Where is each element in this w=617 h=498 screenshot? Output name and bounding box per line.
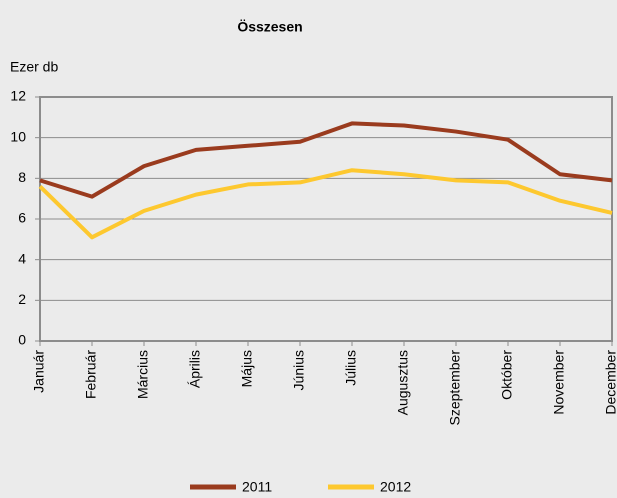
x-tick-label: Január: [31, 350, 47, 393]
legend-label: 2012: [380, 479, 411, 495]
y-tick-label: 4: [18, 250, 26, 266]
x-tick-label: Május: [239, 350, 255, 387]
y-tick-label: 12: [10, 88, 26, 104]
line-series: [38, 168, 613, 240]
plot-border: [39, 96, 613, 342]
x-tick-label: Március: [135, 350, 151, 399]
y-tick-label: 0: [18, 332, 26, 348]
y-tick-label: 8: [18, 169, 26, 185]
x-tick-label: Október: [499, 350, 515, 400]
y-tick-label: 10: [10, 128, 26, 144]
x-tick-label: November: [551, 350, 567, 415]
legend-label: 2011: [242, 479, 272, 495]
line-series: [39, 121, 613, 199]
x-tick-label: Február: [83, 350, 99, 399]
x-tick-label: December: [603, 350, 617, 415]
x-tick-label: Július: [343, 350, 359, 386]
y-tick-label: 6: [18, 210, 26, 226]
x-tick-label: Június: [291, 350, 307, 390]
x-tick-label: Augusztus: [395, 350, 411, 415]
chart-title: Összesen: [237, 19, 302, 35]
x-tick-label: Április: [187, 350, 203, 388]
y-tick-label: 2: [18, 291, 26, 307]
y-axis-label: Ezer db: [10, 59, 58, 75]
x-tick-label: Szeptember: [447, 350, 463, 426]
